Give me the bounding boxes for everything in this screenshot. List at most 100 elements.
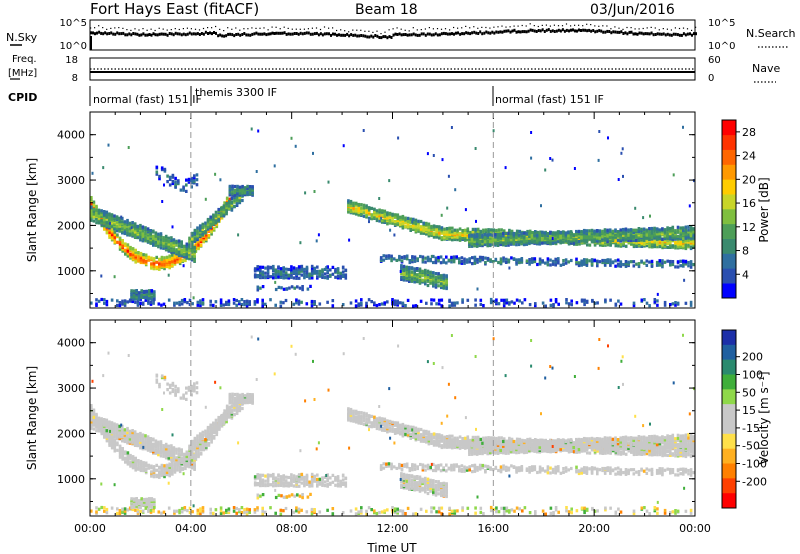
nave-label: Nave: [752, 62, 780, 75]
nsky-point: [505, 29, 508, 33]
power-cell: [144, 234, 147, 238]
nsky-point: [98, 30, 101, 34]
nsearch-point: [658, 29, 660, 31]
power-cell: [476, 230, 480, 234]
power-cell: [475, 244, 479, 248]
nsearch-point: [388, 29, 390, 31]
power-cell: [491, 236, 495, 240]
power-cell: [172, 250, 176, 254]
power-cell: [418, 270, 422, 274]
power-cell: [473, 261, 477, 265]
power-cell: [504, 260, 508, 264]
power-cell: [147, 301, 150, 305]
power-cell: [121, 239, 124, 243]
power-cell: [544, 261, 547, 265]
power-cell: [530, 234, 534, 238]
power-cell: [689, 260, 693, 264]
power-cell: [549, 236, 552, 240]
power-cell: [259, 271, 262, 275]
velocity-cell: [196, 442, 199, 446]
power-cell: [606, 240, 609, 244]
velocity-cell: [121, 448, 124, 452]
power-cell: [499, 259, 503, 263]
power-cell: [367, 216, 371, 220]
velocity-cell: [126, 453, 130, 457]
power-cell: [526, 229, 529, 234]
power-cell: [298, 286, 302, 290]
velocity-cell: [128, 429, 132, 433]
power-cell: [121, 240, 124, 244]
power-cell: [674, 265, 677, 269]
power-cell: [474, 147, 477, 150]
power-cell: [299, 241, 302, 245]
power-cell: [124, 248, 127, 252]
power-cell: [487, 228, 490, 232]
nsky-point: [352, 33, 355, 37]
power-cell: [588, 243, 592, 247]
power-cell: [280, 286, 283, 290]
power-cell: [347, 199, 350, 203]
power-cell: [180, 250, 183, 254]
power-cell: [575, 301, 579, 305]
power-cell: [637, 243, 641, 247]
power-cell: [227, 199, 231, 203]
power-cell: [188, 239, 191, 243]
velocity-cell: [160, 463, 164, 467]
power-cell: [146, 233, 150, 237]
power-cell: [451, 238, 454, 242]
power-cell: [137, 251, 140, 255]
power-cell: [440, 282, 443, 286]
nsky-panel: [89, 19, 697, 51]
power-cell: [567, 240, 570, 245]
velocity-cell: [147, 466, 151, 470]
power-cell: [661, 237, 664, 241]
power-cell: [440, 213, 443, 217]
power-cell: [663, 260, 667, 264]
power-cell: [534, 303, 537, 308]
velocity-cell: [139, 443, 142, 447]
power-cell: [640, 259, 643, 263]
nsearch-point: [211, 27, 213, 29]
power-cell: [334, 269, 337, 273]
power-cell: [687, 261, 690, 265]
power-cell: [132, 289, 136, 293]
power-cell: [313, 300, 316, 304]
power-cell: [648, 304, 651, 308]
power-cell: [632, 303, 636, 308]
power-cell: [619, 244, 623, 248]
power-cell: [400, 275, 403, 280]
power-cell: [163, 169, 167, 173]
nsky-point: [676, 33, 679, 37]
power-cell: [422, 231, 425, 235]
power-cell: [455, 255, 458, 259]
power-cell: [569, 230, 573, 234]
power-cell: [489, 258, 492, 262]
power-cell: [246, 186, 249, 190]
nsky-point: [515, 30, 518, 34]
power-cell: [241, 190, 244, 194]
velocity-cell: [128, 435, 132, 439]
power-cell: [185, 252, 189, 256]
power-cell: [231, 192, 234, 196]
power-cell: [170, 239, 173, 243]
power-cell: [577, 240, 581, 244]
nsky-point: [695, 32, 697, 36]
velocity-cell: [178, 467, 182, 471]
velocity-cell: [176, 468, 179, 472]
power-cell: [546, 232, 549, 236]
power-cell: [139, 238, 142, 242]
power-cell: [405, 271, 408, 275]
power-cell: [430, 302, 433, 306]
nsky-point: [618, 30, 621, 34]
power-cell: [450, 260, 453, 264]
power-cell: [230, 196, 234, 201]
power-colorbar-tick: 28: [742, 126, 756, 139]
power-cell: [684, 246, 688, 251]
nsky-point: [634, 32, 637, 36]
power-cell: [199, 299, 202, 303]
power-cell: [551, 158, 554, 162]
nsky-point: [378, 36, 381, 39]
power-cell: [650, 226, 654, 231]
power-cell: [648, 241, 651, 245]
power-cell: [149, 300, 153, 304]
